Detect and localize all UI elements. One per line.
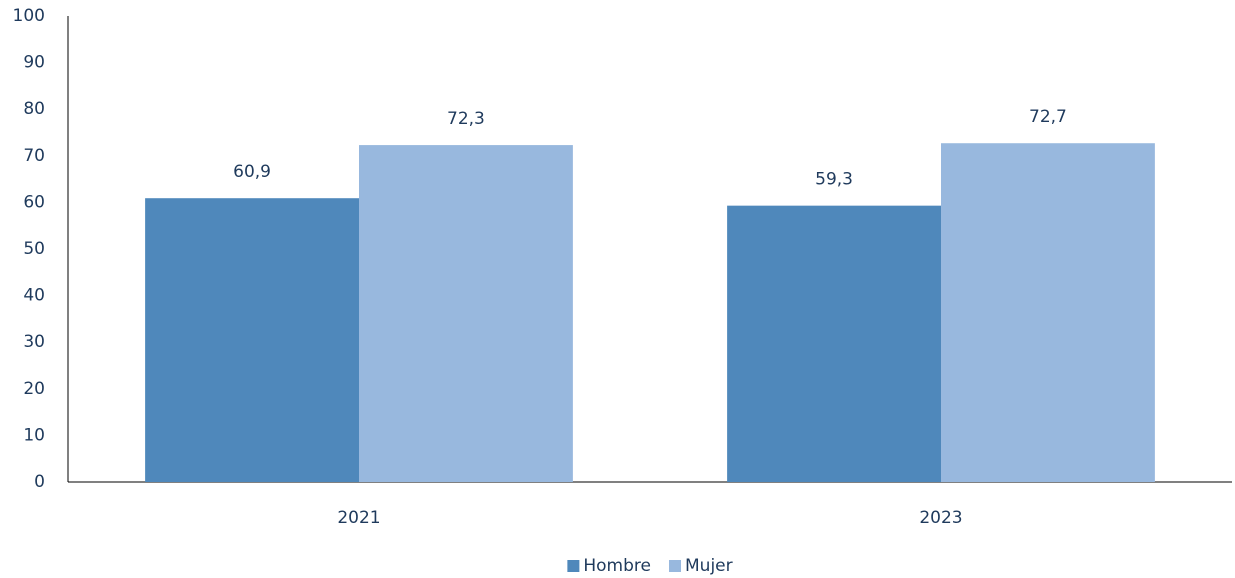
y-tick-label: 20: [23, 379, 45, 399]
x-tick-label: 2021: [337, 508, 380, 528]
y-tick-label: 10: [23, 425, 45, 445]
y-tick-label: 30: [23, 332, 45, 352]
bar: [359, 145, 573, 482]
y-tick-label: 60: [23, 192, 45, 212]
legend-swatch: [669, 560, 681, 572]
x-tick-label: 2023: [919, 508, 962, 528]
y-tick-label: 40: [23, 286, 45, 306]
legend-swatch: [567, 560, 580, 572]
bar: [145, 198, 359, 482]
y-tick-label: 70: [23, 146, 45, 166]
bar: [727, 205, 941, 483]
data-label: 72,7: [1029, 107, 1067, 127]
y-tick-label: 50: [23, 239, 45, 259]
data-label: 60,9: [233, 162, 271, 182]
data-label: 59,3: [815, 170, 853, 190]
y-tick-label: 80: [23, 99, 45, 119]
legend-label: Hombre: [583, 556, 651, 576]
y-tick-label: 90: [23, 53, 45, 73]
y-tick-label: 100: [13, 6, 45, 26]
y-tick-label: 0: [34, 472, 45, 492]
legend-label: Mujer: [685, 556, 733, 576]
data-label: 72,3: [447, 109, 485, 129]
bar: [941, 143, 1155, 482]
